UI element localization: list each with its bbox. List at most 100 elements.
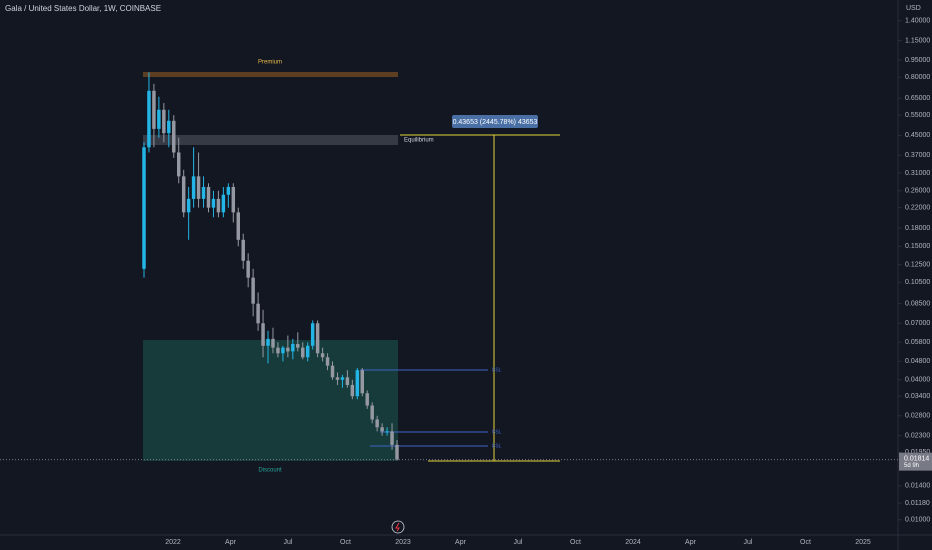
candle-body [196,176,201,199]
candle-body [147,90,151,148]
y-tick-label: 0.10500 [905,279,930,286]
candle-body [325,357,330,366]
candle-body [201,186,206,199]
candle-body [186,198,191,213]
candle-body [172,120,176,153]
x-tick-label: 2024 [625,539,641,546]
measure-label: 0.43653 (2445.78%) 43653 [453,119,538,126]
candle-body [157,109,161,129]
candle-body [340,377,345,380]
countdown: 5d 9h [904,463,919,469]
x-tick-label: Oct [340,539,351,546]
candle-body [206,186,211,208]
candle-body [310,323,315,346]
discount-zone [143,340,398,461]
x-tick-label: Apr [455,539,467,546]
candle-body [385,431,389,433]
candle-body [350,384,355,397]
y-tick-label: 0.18000 [905,225,930,232]
candle-body [296,344,300,348]
chart-title: Gala / United States Dollar, 1W, COINBAS… [5,4,161,13]
x-tick-label: Jul [284,539,293,546]
y-tick-label: 0.22000 [905,204,930,211]
candle-body [271,338,275,348]
x-tick-label: 2025 [855,539,871,546]
candle-body [395,444,399,460]
candle-body [355,370,360,397]
candle-body [266,338,270,346]
y-tick-label: 0.80000 [905,74,930,81]
x-tick-label: Apr [685,539,697,546]
candle-body [286,347,290,352]
y-tick-label: 0.03400 [905,393,930,400]
candle-body [241,239,245,261]
candle-body [142,147,146,269]
candle-body [211,198,216,208]
replay-icon[interactable] [391,520,405,534]
y-tick-label: 1.40000 [905,18,930,25]
y-tick-label: 0.65000 [905,95,930,102]
candle-body [221,194,226,213]
candle-body [236,212,240,240]
candle-body [320,353,325,358]
equilibrium-zone [143,135,398,145]
x-tick-label: Oct [800,539,811,546]
candle-body [231,186,236,213]
candle-body [226,186,231,195]
candle-body [291,344,295,352]
x-tick-label: Apr [225,539,237,546]
x-tick-label: Oct [570,539,581,546]
candle-body [276,347,280,354]
y-tick-label: 0.26000 [905,188,930,195]
candle-body [305,345,310,358]
premium-zone [143,72,398,77]
candle-body [216,198,221,213]
discount-label: Discount [258,468,282,474]
candle-body [261,323,265,346]
candle-body [281,347,285,354]
last-price-box [899,452,932,471]
y-tick-label: 0.07000 [905,320,930,327]
x-tick-label: Jul [744,539,753,546]
x-tick-label: Jul [514,539,523,546]
y-tick-label: 0.02300 [905,433,930,440]
last-price-label: 0.01814 [904,455,929,462]
candle-body [167,120,171,134]
candle-body [152,90,156,129]
y-tick-label: 1.15000 [905,37,930,44]
y-tick-label: 0.04800 [905,358,930,365]
x-tick-label: 2022 [165,539,181,546]
candle-body [380,427,384,432]
y-tick-label: 0.02800 [905,413,930,420]
level-label: BSL [492,443,502,449]
candle-body [301,347,305,358]
candle-body [251,277,255,304]
candle-body [176,152,181,177]
candle-body [370,405,374,420]
y-tick-label: 0.08500 [905,301,930,308]
replay-icon-bolt [395,522,400,532]
y-tick-label: 0.55000 [905,112,930,119]
candle-body [335,377,340,380]
measure-label-box [452,115,538,128]
equilibrium-label: Equilibrium [404,138,434,144]
premium-label: Premium [258,60,282,66]
candle-body [365,393,369,406]
y-tick-label: 0.04000 [905,377,930,384]
x-tick-label: 2023 [395,539,411,546]
y-tick-label: 0.15000 [905,243,930,250]
candle-body [256,303,260,324]
candle-body [162,109,166,134]
candle-body [345,377,350,385]
y-tick-label: 0.12500 [905,262,930,269]
y-tick-label: 0.95000 [905,57,930,64]
candle-body [330,365,335,378]
candle-body [315,323,320,354]
candle-body [191,176,196,199]
level-label: BSL [492,367,502,373]
candle-body [360,370,365,394]
y-tick-label: 0.01000 [905,517,930,524]
candle-body [390,431,394,445]
